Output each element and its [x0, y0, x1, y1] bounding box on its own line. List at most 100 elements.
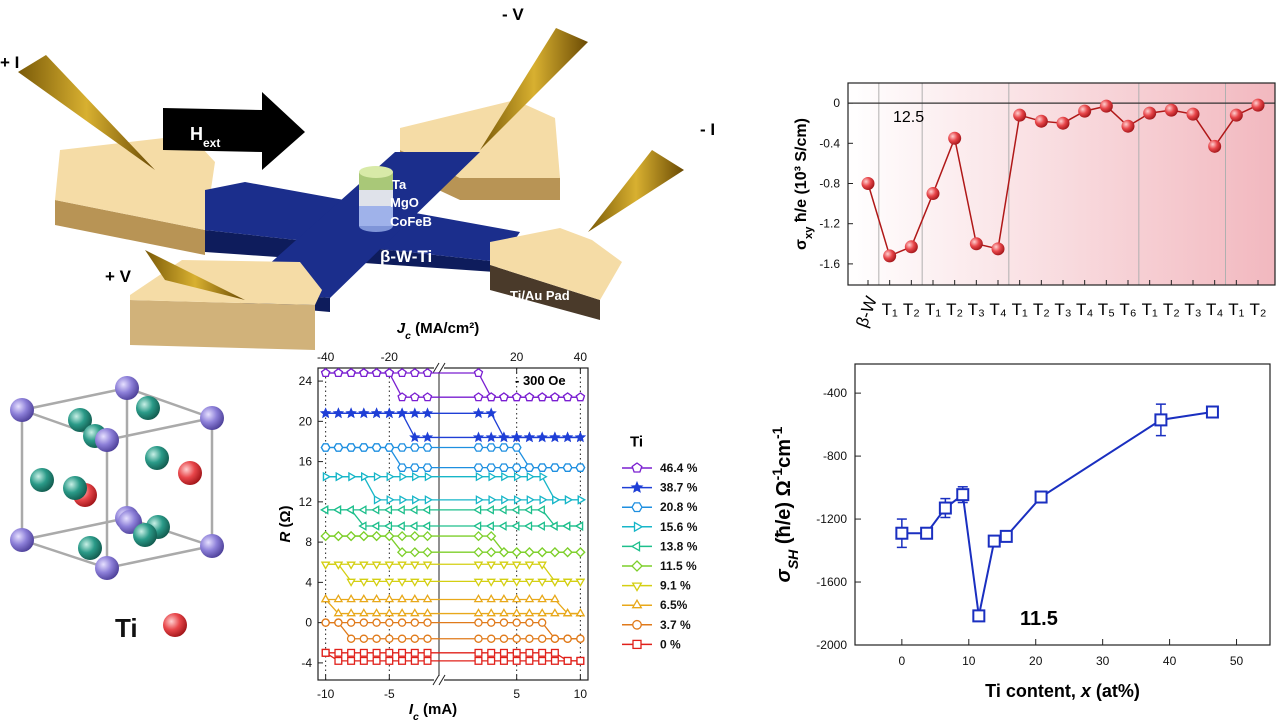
y-axis-label-part: xy — [803, 226, 815, 239]
marker — [320, 530, 331, 542]
marker — [632, 619, 642, 630]
marker — [334, 618, 343, 627]
marker — [423, 634, 432, 643]
marker — [486, 530, 497, 542]
y-tick-label: -1600 — [816, 575, 847, 589]
y-tick-label: 20 — [299, 414, 313, 428]
pad — [55, 135, 215, 230]
marker — [346, 443, 357, 452]
marker — [485, 431, 497, 443]
point — [861, 176, 875, 190]
marker — [371, 367, 382, 378]
plot-frame — [317, 367, 589, 681]
layer-label: Ta — [392, 177, 407, 192]
marker — [334, 656, 343, 665]
device: Hext + I - V - I + V Ta MgO CoFeB β-W-Ti… — [0, 5, 715, 350]
marker — [563, 656, 572, 665]
x-tick-label: T₁ — [1142, 300, 1158, 319]
marker — [631, 502, 643, 513]
point — [895, 526, 909, 540]
marker — [399, 495, 408, 505]
marker — [499, 648, 508, 657]
marker — [373, 471, 383, 482]
marker — [472, 431, 485, 443]
marker — [333, 561, 344, 570]
marker — [335, 471, 344, 482]
marker — [359, 594, 369, 603]
point — [1229, 108, 1243, 122]
marker — [473, 521, 482, 531]
marker — [537, 547, 548, 558]
legend-entry: 11.5 % — [622, 559, 697, 573]
marker — [384, 578, 395, 587]
probe-label: + I — [0, 53, 19, 72]
y-axis-label: σSH (ħ/e) Ω-1cm-1 — [769, 426, 801, 582]
marker — [421, 431, 434, 443]
y-axis-label-part: σ — [793, 239, 810, 250]
legend-label: 46.4 % — [660, 461, 698, 475]
marker — [564, 495, 574, 505]
x-axis-label: Ti content, x (at%) — [985, 681, 1140, 701]
marker — [537, 392, 547, 402]
marker — [410, 392, 420, 402]
annotation: - 300 Oe — [515, 373, 566, 388]
marker — [511, 561, 522, 570]
series-line — [901, 411, 1213, 617]
marker — [525, 648, 534, 657]
atom — [30, 468, 54, 492]
marker — [501, 471, 510, 482]
marker — [474, 618, 483, 627]
axis-break-gap — [434, 364, 444, 372]
marker — [537, 578, 547, 587]
y-axis-label-part: -1 — [769, 468, 785, 481]
pad-side — [55, 200, 205, 255]
marker — [424, 471, 434, 482]
marker — [332, 505, 342, 515]
marker — [488, 471, 497, 482]
atom — [63, 476, 87, 500]
marker — [422, 578, 433, 587]
x2-axis-label-part: J — [397, 320, 406, 337]
marker — [333, 443, 344, 452]
x-tick-label: T₆ — [1119, 300, 1136, 319]
x2-tick-label: 20 — [510, 350, 524, 364]
pad-label: Ti/Au Pad — [510, 288, 570, 303]
marker — [499, 618, 509, 627]
x-tick-label: -5 — [384, 687, 395, 701]
y-tick-label: 24 — [299, 374, 313, 388]
marker — [631, 560, 643, 572]
marker — [511, 392, 522, 402]
marker — [525, 634, 534, 643]
marker — [412, 471, 421, 482]
marker — [409, 530, 420, 542]
probe-label: + V — [105, 267, 132, 286]
marker — [549, 431, 561, 443]
annotation: 12.5 — [893, 109, 924, 126]
marker — [423, 618, 432, 627]
marker — [385, 656, 394, 665]
marker — [498, 463, 509, 472]
marker — [320, 443, 331, 452]
marker — [524, 547, 535, 558]
marker — [550, 634, 560, 643]
point — [1251, 98, 1265, 112]
marker — [409, 407, 421, 419]
marker — [561, 431, 574, 443]
marker — [409, 463, 420, 472]
marker — [345, 530, 357, 542]
marker — [396, 407, 408, 419]
y-tick-label: -1.6 — [819, 257, 840, 271]
y-tick-label: -1200 — [816, 512, 847, 526]
point — [956, 488, 970, 502]
marker — [562, 463, 573, 472]
atom — [200, 534, 224, 558]
plot-background — [848, 83, 1275, 285]
pad-side — [130, 300, 315, 350]
x-axis-label-part: c — [413, 711, 419, 720]
x2-tick-label: -20 — [381, 350, 399, 364]
break-mark — [432, 674, 440, 686]
marker — [373, 495, 383, 505]
marker — [409, 505, 418, 515]
point — [883, 249, 897, 263]
y-axis-label-part: cm — [773, 439, 795, 468]
